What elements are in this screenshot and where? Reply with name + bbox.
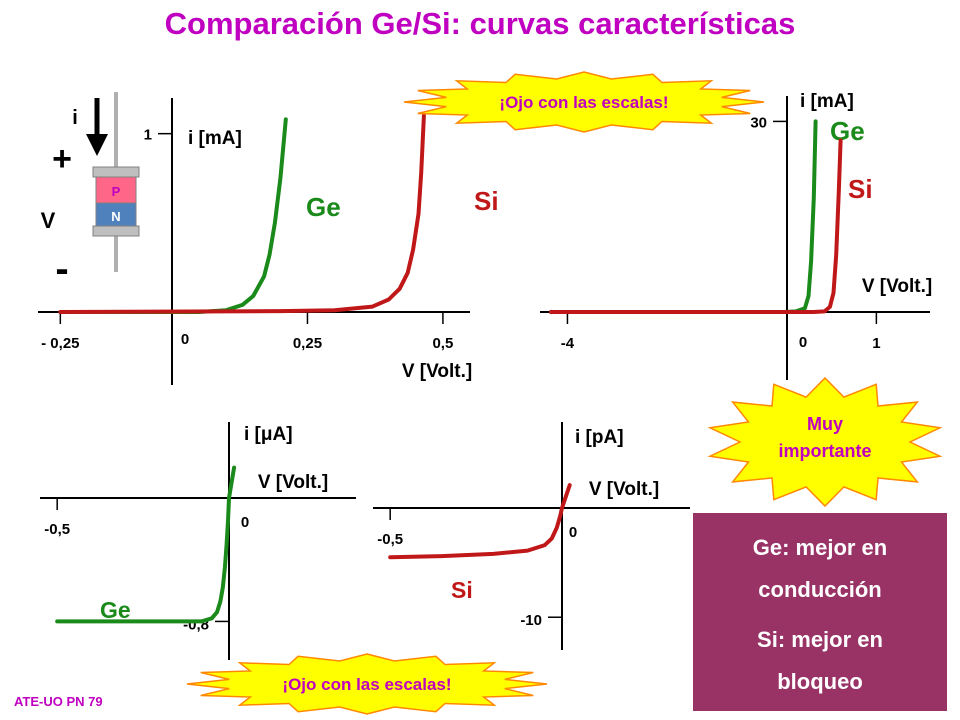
series-line-si: [549, 138, 843, 314]
diode-cap-top: [92, 166, 140, 178]
y-tick-label: 30: [750, 114, 767, 131]
series-line-si: [388, 483, 572, 560]
chart-reverse-ge: -0,5-0,8i [μA]V [Volt.]0Ge: [40, 422, 356, 660]
summary-si-line1: Si: mejor en: [757, 627, 883, 652]
footer-code: ATE-UO PN 79: [14, 694, 103, 709]
x-tick-label: -4: [561, 335, 575, 352]
y-tick-label: -10: [520, 612, 542, 629]
important-line2: importante: [778, 441, 871, 461]
page-title: Comparación Ge/Si: curvas característica…: [164, 6, 796, 41]
scales-warning-top: ¡Ojo con las escalas!: [403, 71, 765, 133]
y-axis-label: i [mA]: [188, 128, 242, 149]
summary-ge-line1: Ge: mejor en: [752, 535, 888, 560]
series-label-ge: Ge: [830, 116, 865, 146]
current-arrow-head: [86, 134, 108, 156]
diode-p-region: [95, 176, 137, 204]
charts-group: - 0,25 0,25 0,5 1 i [mA] V [Volt.] 0 Ge Si -4 1 30 i…: [38, 91, 932, 660]
summary-ge-line2: conducción: [758, 577, 882, 602]
scales-warning-bottom-text: ¡Ojo con las escalas!: [282, 675, 451, 694]
series-label-si: Si: [474, 186, 499, 216]
x-tick-label: 0,5: [432, 335, 453, 352]
y-axis-label: i [mA]: [800, 91, 854, 112]
series-line-ge: [55, 465, 237, 624]
x-axis-label: V [Volt.]: [862, 276, 932, 297]
series-label-ge: Ge: [100, 597, 131, 623]
x-axis-label: V [Volt.]: [258, 472, 328, 493]
origin-label: 0: [799, 334, 807, 351]
x-tick-label: 1: [872, 335, 880, 352]
series-label-si: Si: [451, 577, 473, 603]
x-axis-label: V [Volt.]: [589, 479, 659, 500]
series-label-si: Si: [848, 174, 873, 204]
important-badge: Muy importante: [707, 376, 943, 508]
chart-forward-zoom: - 0,25 0,25 0,5 1 i [mA] V [Volt.] 0 Ge Si: [38, 98, 499, 385]
diode-n-region: [95, 202, 137, 228]
x-axis-label: V [Volt.]: [402, 361, 472, 382]
x-tick-label: -0,5: [377, 531, 403, 548]
x-tick-label: 0,25: [293, 335, 322, 352]
burst-shape-top: [403, 71, 765, 133]
burst-shape-bottom: [186, 653, 548, 715]
important-line1: Muy: [807, 414, 843, 434]
diode-cap-bottom: [92, 225, 140, 237]
plus-sign: +: [52, 140, 72, 178]
scales-warning-top-text: ¡Ojo con las escalas!: [499, 93, 668, 112]
y-tick-label: 1: [144, 127, 152, 144]
burst-shape-important: [707, 376, 943, 508]
x-tick-label: - 0,25: [41, 335, 79, 352]
diode-n-label: N: [111, 209, 120, 224]
diode-p-label: P: [112, 184, 121, 199]
origin-label: 0: [181, 331, 189, 348]
origin-label: 0: [241, 514, 249, 531]
y-axis-label: i [μA]: [244, 424, 293, 445]
series-line-ge: [549, 119, 818, 314]
series-label-ge: Ge: [306, 192, 341, 222]
summary-si-line2: bloqueo: [777, 669, 863, 694]
series-line-si: [58, 113, 426, 314]
chart-reverse-si: -0,5 -10 i [pA] V [Volt.] 0 Si: [373, 422, 690, 650]
x-tick-label: -0,5: [44, 521, 70, 538]
voltage-label: V: [41, 208, 56, 233]
y-axis-label: i [pA]: [575, 427, 624, 448]
minus-sign: -: [55, 247, 68, 291]
scales-warning-bottom: ¡Ojo con las escalas!: [186, 653, 548, 715]
current-label: i: [72, 107, 78, 129]
origin-label: 0: [569, 524, 577, 541]
chart-forward-wide: -4 1 30 i [mA] V [Volt.] 0 Ge Si: [540, 91, 932, 380]
summary-box: Ge: mejor en conducción Si: mejor en blo…: [693, 513, 947, 711]
diode-symbol: P N i + V -: [41, 92, 140, 291]
